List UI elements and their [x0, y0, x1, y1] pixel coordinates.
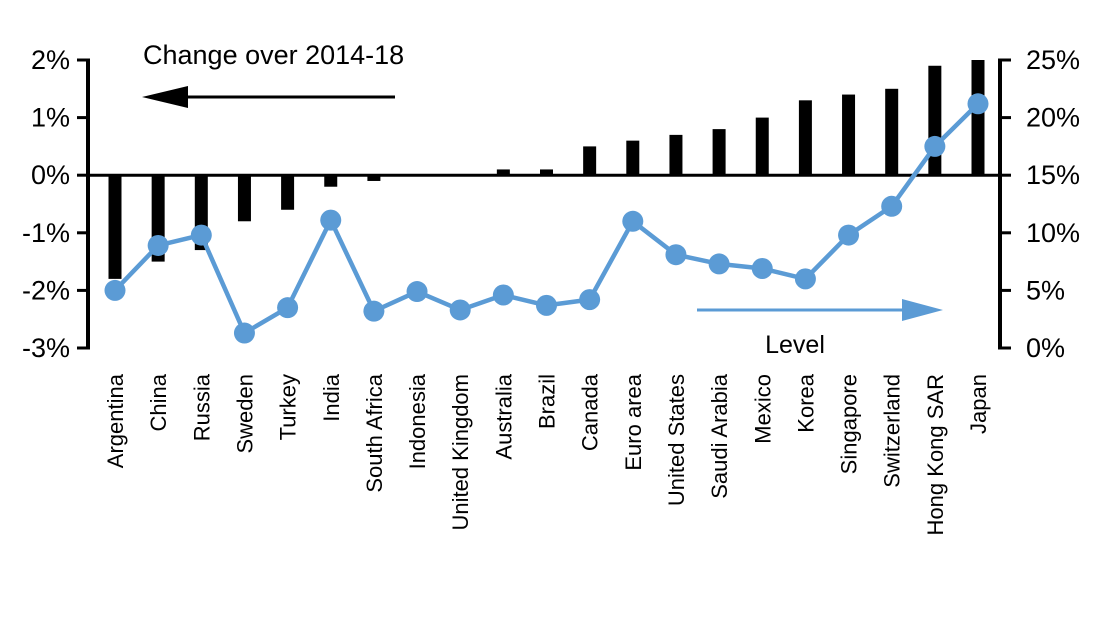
- category-label-china: China: [146, 373, 171, 431]
- marker-hong-kong-sar: [924, 135, 946, 157]
- category-label-united-states: United States: [664, 374, 689, 506]
- marker-australia: [492, 284, 514, 306]
- marker-united-states: [665, 244, 687, 266]
- category-label-mexico: Mexico: [750, 374, 775, 444]
- category-label-switzerland: Switzerland: [880, 374, 905, 488]
- bar-switzerland: [885, 88, 899, 176]
- category-label-saudi-arabia: Saudi Arabia: [707, 373, 732, 499]
- bar-india: [324, 175, 338, 187]
- bar-turkey: [281, 175, 295, 210]
- marker-united-kingdom: [449, 299, 471, 321]
- category-label-euro-area: Euro area: [621, 373, 646, 470]
- category-axis-labels: Argentina China Russia Sweden Turkey India Sou…: [103, 373, 991, 535]
- bar-korea: [798, 100, 812, 176]
- right-axis-tick-label: 10%: [1026, 218, 1080, 248]
- category-label-india: India: [319, 373, 344, 421]
- left-axis-tick-label: 2%: [31, 45, 70, 75]
- bar-hong-kong-sar: [928, 65, 942, 176]
- bar-series-layer: [108, 60, 985, 279]
- marker-mexico: [751, 258, 773, 280]
- category-label-turkey: Turkey: [276, 374, 301, 440]
- right-axis-tick-label: 5%: [1026, 275, 1065, 305]
- bar-japan: [971, 60, 985, 176]
- category-label-singapore: Singapore: [837, 374, 862, 474]
- category-label-argentina: Argentina: [103, 373, 128, 468]
- bar-brazil: [540, 169, 553, 176]
- marker-brazil: [536, 294, 557, 316]
- bar-euro-area: [626, 140, 640, 176]
- right-axis-tick-label: 0%: [1026, 333, 1065, 363]
- marker-china: [147, 234, 169, 256]
- marker-saudi-arabia: [708, 253, 730, 275]
- marker-turkey: [277, 297, 299, 319]
- bar-united-states: [669, 134, 683, 176]
- category-label-indonesia: Indonesia: [405, 373, 430, 469]
- category-label-south-africa: South Africa: [362, 373, 387, 492]
- marker-euro-area: [622, 210, 644, 232]
- category-label-united-kingdom: United Kingdom: [448, 374, 473, 531]
- left-axis-tick-label: -2%: [22, 275, 70, 305]
- bar-argentina: [108, 175, 122, 279]
- bar-canada: [583, 146, 597, 176]
- category-label-brazil: Brazil: [535, 374, 560, 429]
- category-label-australia: Australia: [491, 373, 516, 459]
- marker-singapore: [838, 224, 860, 246]
- marker-russia: [190, 224, 212, 246]
- marker-indonesia: [406, 281, 428, 303]
- marker-south-africa: [363, 300, 385, 322]
- left-axis-tick-label: -3%: [22, 333, 70, 363]
- marker-switzerland: [881, 195, 903, 217]
- marker-canada: [579, 289, 601, 311]
- right-axis-tick-label: 25%: [1026, 45, 1080, 75]
- marker-korea: [794, 268, 816, 290]
- right-axis-tick-label: 20%: [1026, 103, 1080, 133]
- bar-singapore: [842, 94, 856, 176]
- marker-japan: [967, 93, 989, 115]
- marker-argentina: [104, 279, 126, 301]
- bar-series-label: Change over 2014-18: [143, 40, 404, 70]
- line-series-label: Level: [765, 331, 825, 359]
- category-label-sweden: Sweden: [232, 374, 257, 454]
- left-arrow-icon: [142, 86, 395, 108]
- category-label-canada: Canada: [578, 373, 603, 451]
- bar-mexico: [755, 117, 769, 176]
- bar-south-africa: [367, 175, 381, 181]
- category-label-hong-kong-sar: Hong Kong SAR: [923, 374, 948, 535]
- category-label-korea: Korea: [793, 373, 818, 432]
- right-arrow-icon: [697, 299, 943, 321]
- right-axis-tick-label: 15%: [1026, 160, 1080, 190]
- line-series-layer: [104, 93, 989, 344]
- left-axis-tick-label: -1%: [22, 218, 70, 248]
- bar-sweden: [237, 175, 251, 222]
- marker-india: [320, 209, 342, 231]
- marker-sweden: [233, 322, 255, 344]
- bar-australia: [496, 169, 510, 176]
- bar-saudi-arabia: [712, 129, 726, 176]
- left-axis-tick-label: 0%: [31, 160, 70, 190]
- left-axis-tick-label: 1%: [31, 103, 70, 133]
- category-label-japan: Japan: [966, 374, 991, 434]
- axes-layer: 2% 1% 0% -1% -2% -3% 25% 20% 15% 10% 5% 0%: [22, 45, 1080, 363]
- category-label-russia: Russia: [189, 373, 214, 441]
